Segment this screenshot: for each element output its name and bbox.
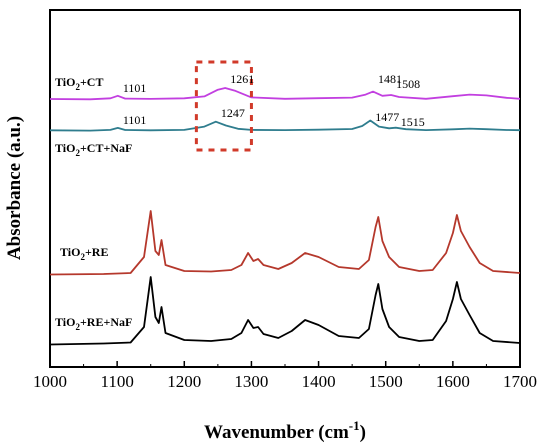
x-tick-label: 1600 bbox=[436, 372, 470, 391]
x-tick-label: 1000 bbox=[33, 372, 67, 391]
peak-label: 1247 bbox=[221, 106, 245, 120]
plot-frame bbox=[49, 9, 521, 368]
x-tick-label: 1300 bbox=[234, 372, 268, 391]
peak-label: 1508 bbox=[396, 77, 420, 91]
peak-label: 1101 bbox=[123, 113, 147, 127]
x-axis: 1000 1100 1200 1300 1400 1500 1600 1700 bbox=[33, 361, 537, 391]
x-axis-title: Wavenumber (cm-1) bbox=[204, 418, 366, 443]
series-label-0: TiO2+CT bbox=[55, 75, 103, 92]
x-tick-label: 1100 bbox=[100, 372, 133, 391]
curves bbox=[49, 87, 521, 346]
series-labels: TiO2+CT TiO2+CT+NaF TiO2+RE TiO2+RE+NaF bbox=[55, 75, 132, 332]
x-tick-label: 1400 bbox=[302, 372, 336, 391]
x-tick-label: 1500 bbox=[369, 372, 403, 391]
peak-label: 1515 bbox=[401, 115, 425, 129]
series-line-3 bbox=[49, 276, 521, 346]
series-label-1: TiO2+CT+NaF bbox=[55, 141, 132, 158]
peak-label: 1477 bbox=[375, 110, 399, 124]
peak-label: 1481 bbox=[378, 72, 402, 86]
series-label-3: TiO2+RE+NaF bbox=[55, 315, 132, 332]
x-tick-label: 1200 bbox=[167, 372, 201, 391]
series-line-1 bbox=[49, 119, 521, 132]
series-line-0 bbox=[49, 87, 521, 101]
series-line-2 bbox=[49, 210, 521, 276]
y-axis-title: Absorbance (a.u.) bbox=[4, 116, 25, 260]
peak-label: 1101 bbox=[123, 81, 147, 95]
highlight-box bbox=[194, 60, 253, 152]
series-label-2: TiO2+RE bbox=[60, 245, 108, 262]
x-tick-label: 1700 bbox=[503, 372, 537, 391]
peak-label: 1261 bbox=[230, 72, 254, 86]
